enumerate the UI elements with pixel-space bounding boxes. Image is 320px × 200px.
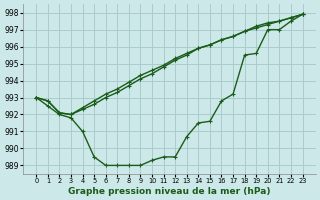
X-axis label: Graphe pression niveau de la mer (hPa): Graphe pression niveau de la mer (hPa) xyxy=(68,187,271,196)
